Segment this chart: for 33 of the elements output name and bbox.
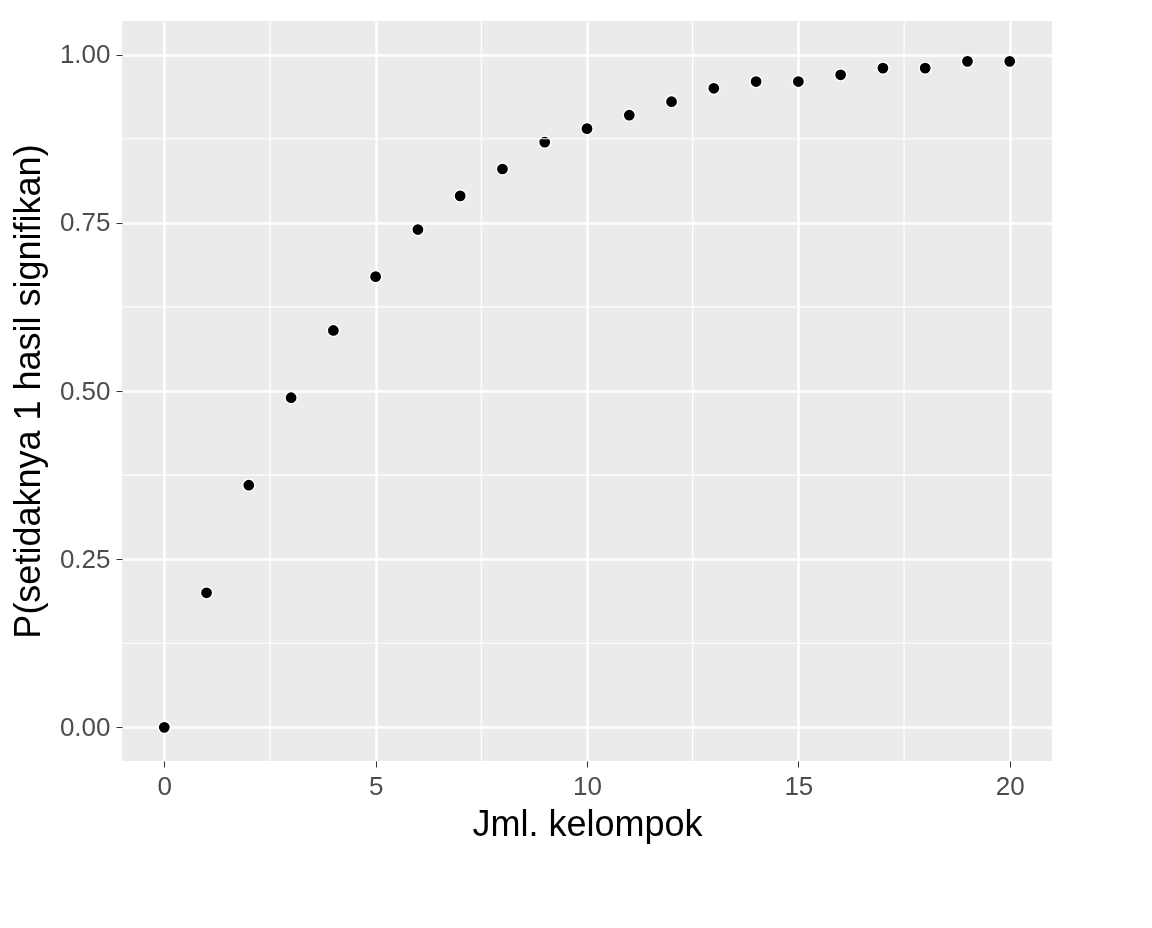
point	[326, 323, 341, 338]
point	[453, 189, 468, 203]
point	[495, 162, 510, 176]
y-tick-label: 1.00	[59, 39, 111, 70]
x-tick-label: 0	[157, 770, 173, 801]
point	[918, 61, 933, 75]
x-tick-label: 5	[368, 770, 384, 801]
point	[833, 67, 848, 82]
point	[199, 585, 214, 600]
point	[664, 94, 679, 109]
point	[411, 222, 425, 237]
point	[241, 478, 256, 493]
point	[706, 81, 721, 96]
x-tick-label: 10	[573, 770, 602, 801]
y-tick-label: 0.50	[59, 375, 111, 406]
point	[1002, 54, 1017, 69]
point	[537, 135, 552, 149]
point	[791, 74, 806, 89]
point	[368, 269, 383, 284]
point	[876, 61, 890, 75]
point	[960, 54, 975, 69]
x-axis-title: Jml. kelompok	[472, 802, 704, 844]
y-tick-label: 0.25	[59, 543, 111, 574]
x-tick-label: 20	[995, 770, 1025, 801]
y-tick-label: 0.00	[59, 711, 111, 742]
point	[622, 108, 637, 123]
point	[749, 74, 763, 89]
y-tick-label: 0.75	[59, 207, 111, 238]
y-axis-title: P(setidaknya 1 hasil signifikan)	[6, 144, 48, 639]
point	[284, 390, 298, 405]
point	[580, 121, 594, 136]
point	[157, 720, 172, 735]
x-tick-label: 15	[784, 770, 814, 801]
